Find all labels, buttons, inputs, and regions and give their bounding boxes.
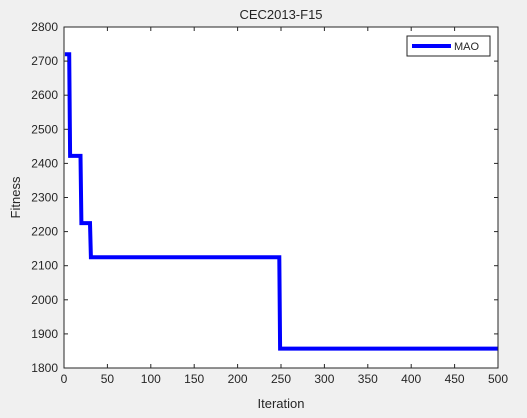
- x-tick-label-6: 300: [314, 372, 334, 386]
- y-tick-label-10: 2800: [31, 20, 58, 34]
- x-tick-label-1: 50: [101, 372, 115, 386]
- y-tick-label-9: 2700: [31, 54, 58, 68]
- x-tick-label-5: 250: [271, 372, 291, 386]
- y-tick-label-8: 2600: [31, 88, 58, 102]
- y-tick-label-0: 1800: [31, 361, 58, 375]
- y-tick-label-5: 2300: [31, 191, 58, 205]
- y-tick-label-7: 2500: [31, 122, 58, 136]
- legend-label-mao: MAO: [454, 41, 480, 53]
- series-line-mao: [64, 52, 498, 351]
- series-layer: [64, 52, 498, 351]
- y-axis-label: Fitness: [8, 176, 23, 218]
- x-tick-label-10: 500: [488, 372, 508, 386]
- y-tick-label-1: 1900: [31, 327, 58, 341]
- y-tick-labels: 1800 1900 2000 2100 2200 2300 2400 2500 2600 2700…: [31, 20, 58, 375]
- x-tick-label-9: 450: [445, 372, 465, 386]
- tick-layer: [63, 26, 499, 369]
- x-tick-label-0: 0: [61, 372, 68, 386]
- x-tick-label-7: 350: [358, 372, 378, 386]
- x-tick-label-3: 150: [184, 372, 204, 386]
- y-tick-label-6: 2400: [31, 156, 58, 170]
- y-tick-label-4: 2200: [31, 225, 58, 239]
- x-tick-label-8: 400: [401, 372, 421, 386]
- x-tick-labels: 0 50 100 150 200 250 300 350 400 450 500: [61, 372, 509, 386]
- y-tick-label-3: 2100: [31, 259, 58, 273]
- x-tick-label-2: 100: [141, 372, 161, 386]
- x-tick-label-4: 200: [228, 372, 248, 386]
- legend[interactable]: MAO: [406, 35, 491, 57]
- x-axis-label: Iteration: [258, 396, 305, 411]
- y-tick-label-2: 2000: [31, 293, 58, 307]
- chart-title: CEC2013-F15: [239, 7, 322, 22]
